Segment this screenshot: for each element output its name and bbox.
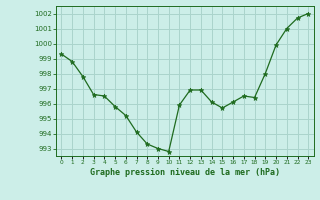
X-axis label: Graphe pression niveau de la mer (hPa): Graphe pression niveau de la mer (hPa) xyxy=(90,168,280,177)
